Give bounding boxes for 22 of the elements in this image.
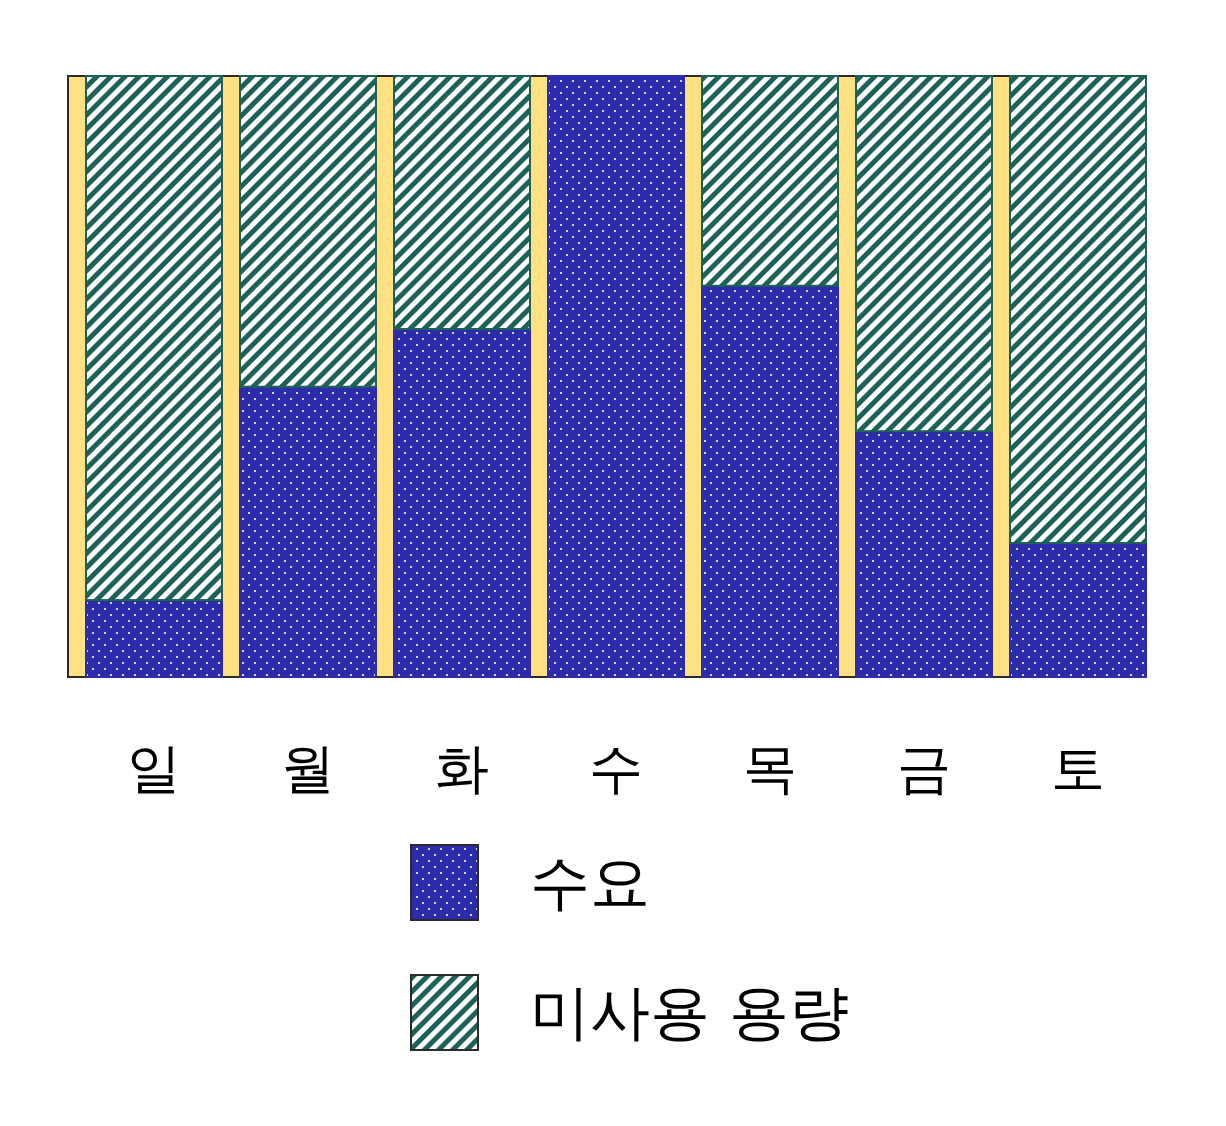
bar <box>393 328 531 678</box>
bar <box>85 75 223 602</box>
x-tick-label: 수 <box>589 737 643 800</box>
x-tick-label: 목 <box>743 737 797 800</box>
bar <box>85 599 223 678</box>
legend-label: 미사용 용량 <box>530 977 850 1047</box>
bar <box>701 284 839 678</box>
bar <box>239 75 377 388</box>
bar <box>393 75 531 331</box>
x-tick-label: 월 <box>281 737 335 800</box>
bar <box>1009 541 1147 678</box>
bar <box>239 385 377 678</box>
legend-label: 수요 <box>530 847 650 917</box>
x-tick-label: 화 <box>435 737 489 800</box>
bar <box>547 75 685 678</box>
x-tick-label: 금 <box>897 737 951 800</box>
bar <box>701 75 839 287</box>
x-tick-label: 일 <box>127 737 181 800</box>
x-tick-label: 토 <box>1051 737 1105 800</box>
bar <box>855 430 993 678</box>
bar <box>855 75 993 433</box>
bar <box>1009 75 1147 544</box>
